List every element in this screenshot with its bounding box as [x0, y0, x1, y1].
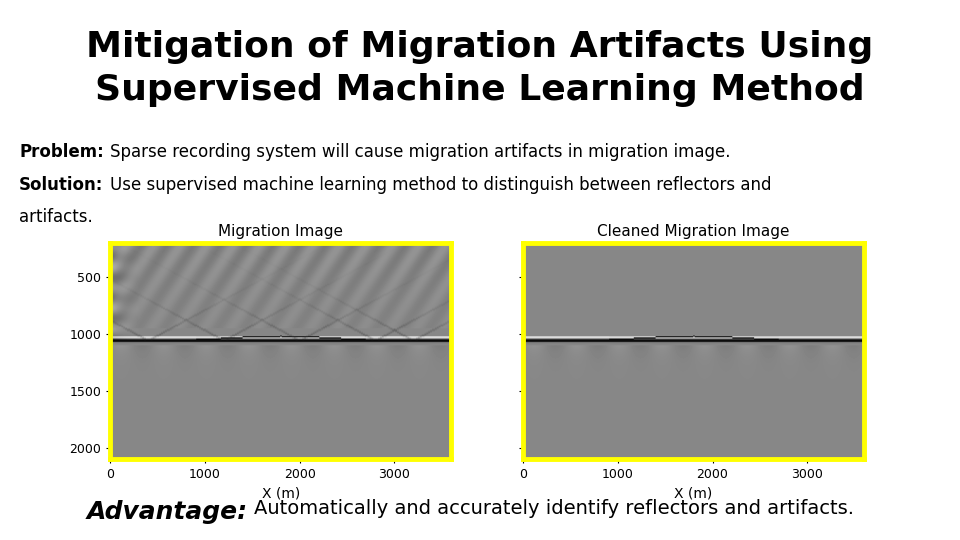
Text: Advantage:: Advantage: — [86, 500, 248, 523]
Text: Solution:: Solution: — [19, 176, 104, 193]
Text: artifacts.: artifacts. — [19, 208, 93, 226]
Text: Mitigation of Migration Artifacts Using: Mitigation of Migration Artifacts Using — [86, 30, 874, 64]
Title: Cleaned Migration Image: Cleaned Migration Image — [597, 224, 790, 239]
X-axis label: X (m): X (m) — [262, 487, 300, 501]
Text: Problem:: Problem: — [19, 143, 104, 161]
Title: Migration Image: Migration Image — [218, 224, 344, 239]
Text: Use supervised machine learning method to distinguish between reflectors and: Use supervised machine learning method t… — [110, 176, 772, 193]
X-axis label: X (m): X (m) — [675, 487, 712, 501]
Text: Sparse recording system will cause migration artifacts in migration image.: Sparse recording system will cause migra… — [110, 143, 731, 161]
Text: Automatically and accurately identify reflectors and artifacts.: Automatically and accurately identify re… — [254, 500, 854, 518]
Text: Supervised Machine Learning Method: Supervised Machine Learning Method — [95, 73, 865, 107]
